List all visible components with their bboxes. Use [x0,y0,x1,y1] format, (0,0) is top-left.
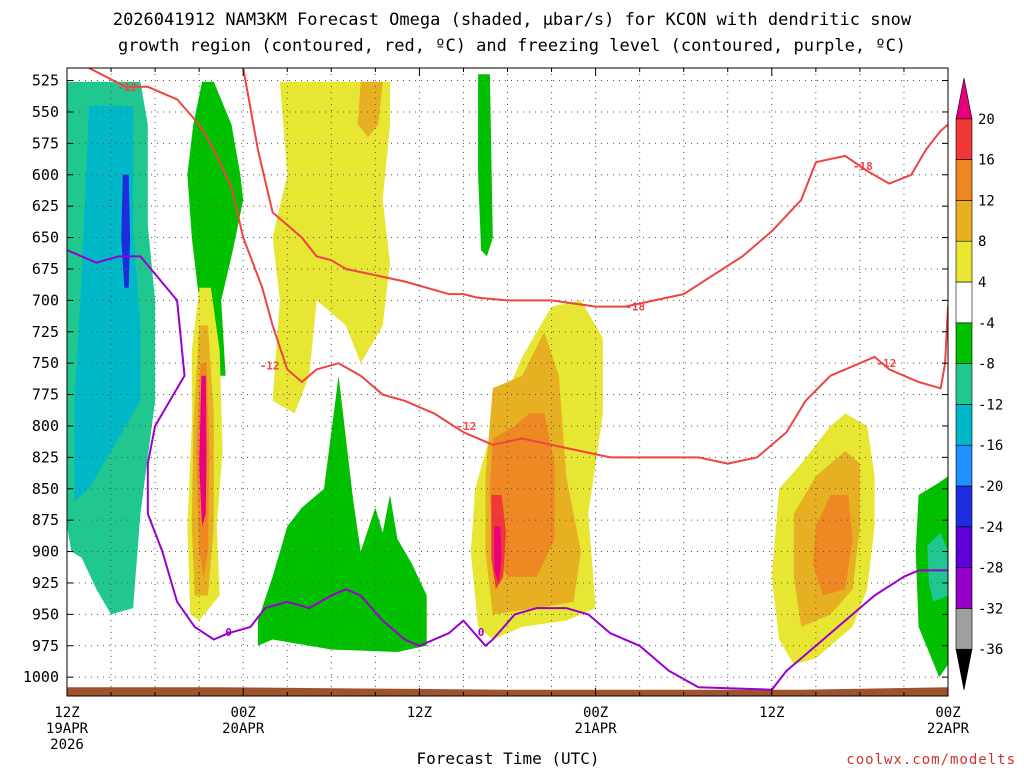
contour-label: -12 [117,81,137,94]
contour-line-minus18 [242,68,948,308]
y-tick-label: 600 [32,166,59,184]
colorbar-tick-label: 16 [978,153,995,169]
omega-region-5 [478,74,493,257]
colorbar-segment [955,485,973,528]
contour-label: -18 [853,160,873,173]
y-tick-label: 550 [32,103,59,121]
colorbar-tick-label: 20 [978,112,995,128]
x-tick-label: 2026 [50,737,84,753]
colorbar-segment [955,159,973,201]
y-tick-label: 800 [32,417,59,435]
colorbar-tick-label: -24 [978,520,1003,536]
colorbar-tick-label: 12 [978,193,995,209]
colorbar-tick-label: -36 [978,642,1003,658]
omega-region-9 [357,81,383,138]
colorbar-tick-label: -4 [978,316,995,332]
colorbar-tick-label: -12 [978,397,1003,413]
y-tick-label: 850 [32,480,59,498]
y-tick-label: 825 [32,448,59,466]
y-tick-label: 700 [32,291,59,309]
colorbar-tick-label: 8 [978,234,986,250]
x-axis-label: Forecast Time (UTC) [416,749,599,768]
y-tick-label: 900 [32,543,59,561]
x-tick-label: 21APR [575,721,618,737]
colorbar-segment [955,322,973,364]
omega-region-16 [489,413,555,577]
site-credit: coolwx.com/modelts [846,752,1016,768]
chart-title-line-1: 2026041912 NAM3KM Forecast Omega (shaded… [113,10,912,30]
colorbar-segment [955,444,973,487]
colorbar-segment [955,118,973,160]
contour-line-0 [67,249,948,691]
contour-label: 0 [478,626,485,639]
contour-label: -12 [260,360,280,373]
y-tick-label: 725 [32,323,59,341]
colorbar-tick-label: -16 [978,438,1003,454]
y-axis: 525 550 575 600 625 650 675 700 725 750 775 800 825 8… [23,72,948,686]
contour-label: -18 [625,301,645,314]
y-tick-label: 625 [32,197,59,215]
contour-label: -12 [876,357,896,370]
colorbar-segment [955,526,973,568]
y-tick-label: 575 [32,134,59,152]
x-tick-label: 22APR [927,721,970,737]
omega-region-21 [812,495,853,596]
colorbar: -36 -32 -28 -24 -20 -16 -12 -8 -4 4 8 12 16 20 [955,77,1003,691]
x-tick-label: 00Z [231,705,256,721]
omega-region-2 [121,174,131,288]
omega-region-18 [494,526,502,583]
contours: -12 -12 -12 -12 -18 -18 0 0 [67,68,948,691]
colorbar-segment [955,200,973,242]
omega-region-13 [199,375,207,527]
plot-area: -12 -12 -12 -12 -18 -18 0 0 525 550 575 600 625 650 67… [23,67,970,753]
y-tick-label: 525 [32,72,59,90]
y-tick-label: 750 [32,354,59,372]
omega-region-7 [927,532,948,602]
x-tick-label: 00Z [935,705,960,721]
colorbar-segment [955,77,973,120]
colorbar-tick-label: -20 [978,479,1003,495]
x-tick-label: 00Z [583,705,608,721]
omega-shading [67,74,948,678]
x-tick-label: 12Z [759,705,784,721]
y-tick-label: 925 [32,574,59,592]
colorbar-tick-label: -32 [978,601,1003,617]
colorbar-tick-label: -28 [978,561,1003,577]
x-tick-label: 20APR [222,721,265,737]
colorbar-segment [955,567,973,609]
y-tick-label: 650 [32,229,59,247]
y-tick-label: 675 [32,260,59,278]
y-tick-label: 775 [32,386,59,404]
x-tick-label: 19APR [46,721,89,737]
colorbar-segment [955,363,973,405]
contour-line-minus12 [88,68,948,465]
colorbar-segment [955,608,973,650]
colorbar-segment [955,281,973,324]
colorbar-segment [955,648,973,691]
contour-label: 0 [225,626,232,639]
contour-label: -12 [456,420,476,433]
y-tick-label: 1000 [23,668,59,686]
x-tick-label: 12Z [54,705,79,721]
omega-region-8 [272,81,390,414]
y-tick-label: 950 [32,605,59,623]
colorbar-tick-label: 4 [978,275,986,291]
colorbar-segment [955,240,973,283]
y-tick-label: 875 [32,511,59,529]
colorbar-tick-label: -8 [978,357,995,373]
x-tick-label: 12Z [407,705,432,721]
omega-region-4 [257,375,427,652]
chart-title-line-2: growth region (contoured, red, ºC) and f… [118,36,906,56]
colorbar-segment [955,404,973,446]
y-tick-label: 975 [32,637,59,655]
